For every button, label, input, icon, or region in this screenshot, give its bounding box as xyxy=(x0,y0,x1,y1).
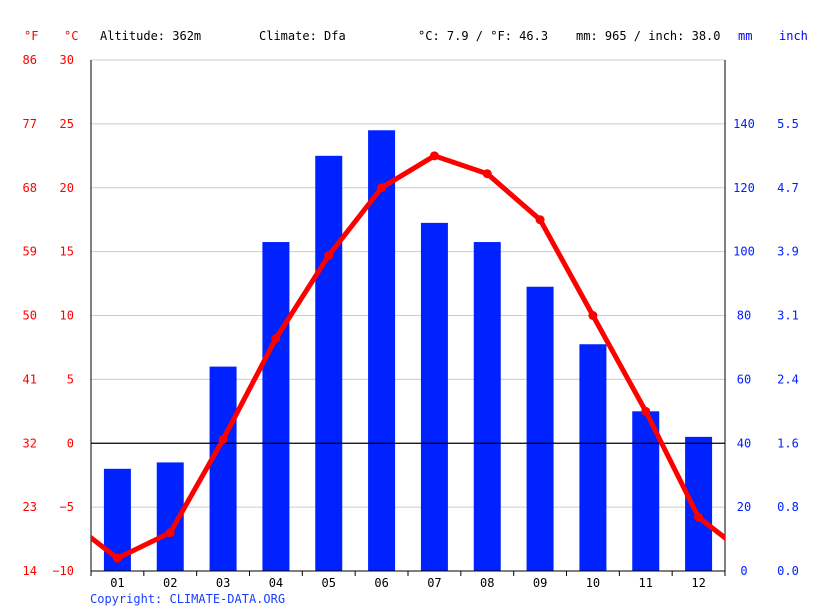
inch-tick-label: 3.1 xyxy=(777,309,799,323)
temperature-point xyxy=(112,553,122,563)
altitude-label: Altitude: 362m xyxy=(100,29,202,43)
month-tick-label: 01 xyxy=(110,576,124,590)
mm-unit-label: mm xyxy=(738,29,753,43)
fahrenheit-tick-label: 23 xyxy=(23,500,37,514)
month-tick-label: 05 xyxy=(322,576,336,590)
precipitation-bar xyxy=(262,242,290,571)
month-tick-label: 10 xyxy=(586,576,600,590)
inch-tick-label: 1.6 xyxy=(777,436,799,450)
precipitation-bar xyxy=(473,242,501,571)
inch-tick-label: 4.7 xyxy=(777,181,799,195)
month-tick-label: 09 xyxy=(533,576,547,590)
celsius-tick-label: 25 xyxy=(60,117,74,131)
month-tick-label: 11 xyxy=(639,576,653,590)
month-tick-label: 12 xyxy=(691,576,705,590)
temperature-point xyxy=(535,215,545,225)
mm-tick-label: 60 xyxy=(737,372,751,386)
precipitation-bar xyxy=(579,344,607,571)
celsius-tick-label: −10 xyxy=(52,564,74,578)
precipitation-bar xyxy=(315,155,343,571)
fahrenheit-tick-label: 50 xyxy=(23,309,37,323)
fahrenheit-tick-label: 32 xyxy=(23,436,37,450)
precipitation-bar xyxy=(209,366,237,571)
celsius-unit-label: °C xyxy=(64,29,79,43)
mm-tick-label: 40 xyxy=(737,436,751,450)
celsius-tick-label: 0 xyxy=(67,436,74,450)
inch-tick-label: 0.0 xyxy=(777,564,799,578)
month-tick-label: 02 xyxy=(163,576,177,590)
fahrenheit-tick-label: 14 xyxy=(23,564,37,578)
month-tick-label: 07 xyxy=(427,576,441,590)
fahrenheit-tick-label: 77 xyxy=(23,117,37,131)
mm-tick-label: 20 xyxy=(737,500,751,514)
inch-tick-label: 2.4 xyxy=(777,372,799,386)
temperature-point xyxy=(377,183,387,193)
month-tick-label: 03 xyxy=(216,576,230,590)
month-tick-label: 08 xyxy=(480,576,494,590)
mm-tick-label: 100 xyxy=(733,245,755,259)
temperature-point xyxy=(482,169,492,179)
precipitation-bar xyxy=(368,130,396,571)
temperature-point xyxy=(641,406,651,416)
temperature-point xyxy=(429,151,439,161)
precipitation-bar xyxy=(526,286,554,571)
celsius-tick-label: 20 xyxy=(60,181,74,195)
fahrenheit-tick-label: 68 xyxy=(23,181,37,195)
inch-tick-label: 3.9 xyxy=(777,245,799,259)
precipitation-bar xyxy=(420,222,448,571)
mm-tick-label: 140 xyxy=(733,117,755,131)
fahrenheit-tick-label: 59 xyxy=(23,245,37,259)
month-tick-label: 04 xyxy=(269,576,283,590)
celsius-tick-label: 10 xyxy=(60,309,74,323)
inch-tick-label: 5.5 xyxy=(777,117,799,131)
temperature-point xyxy=(324,250,334,260)
precipitation-bar xyxy=(632,411,660,571)
climate-label: Climate: Dfa xyxy=(259,29,346,43)
fahrenheit-tick-label: 41 xyxy=(23,372,37,386)
temperature-point xyxy=(271,333,281,343)
fahrenheit-tick-label: 86 xyxy=(23,53,37,67)
inch-unit-label: inch xyxy=(779,29,808,43)
temperature-point xyxy=(694,512,704,522)
fahrenheit-unit-label: °F xyxy=(24,29,39,43)
average-temperature-label: °C: 7.9 / °F: 46.3 xyxy=(418,29,549,43)
mm-tick-label: 0 xyxy=(740,564,747,578)
total-precipitation-label: mm: 965 / inch: 38.0 xyxy=(576,29,721,43)
temperature-point xyxy=(588,311,598,320)
temperature-line xyxy=(91,153,725,561)
temperature-point xyxy=(218,434,228,444)
mm-tick-label: 80 xyxy=(737,309,751,323)
copyright-link[interactable]: Copyright: CLIMATE-DATA.ORG xyxy=(90,592,286,606)
celsius-tick-label: 5 xyxy=(67,372,74,386)
celsius-tick-label: −5 xyxy=(60,500,74,514)
celsius-tick-label: 15 xyxy=(60,245,74,259)
mm-tick-label: 120 xyxy=(733,181,755,195)
celsius-tick-label: 30 xyxy=(60,53,74,67)
temperature-point xyxy=(165,528,175,538)
inch-tick-label: 0.8 xyxy=(777,500,799,514)
month-tick-label: 06 xyxy=(374,576,388,590)
